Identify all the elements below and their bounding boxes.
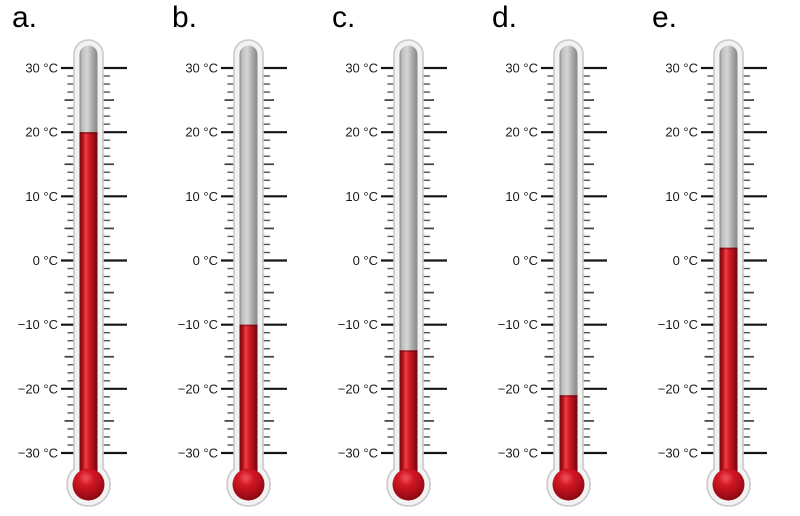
mercury-top-edge	[239, 324, 258, 327]
tick-marks	[701, 66, 767, 455]
mercury-column	[719, 247, 738, 481]
axis-label: −10 °C	[658, 317, 698, 332]
mercury-bulb	[552, 468, 585, 501]
thermometer-graphic: 30 °C 20 °C 10 °C 0 °C −10 °C −20 °C −30 °C	[498, 39, 607, 507]
mercury-bulb	[392, 468, 425, 501]
axis-label: −20 °C	[18, 381, 58, 396]
axis-label: 10 °C	[25, 189, 58, 204]
axis-label: −30 °C	[338, 446, 378, 461]
axis-label: 0 °C	[353, 253, 378, 268]
thermometer-letter-label: b.	[172, 1, 198, 34]
axis-label: 10 °C	[505, 189, 538, 204]
axis-labels: 30 °C 20 °C 10 °C 0 °C −10 °C −20 °C −30 °C	[18, 61, 58, 461]
thermometer-letter-label: a.	[12, 1, 38, 34]
thermometer-graphic: 30 °C 20 °C 10 °C 0 °C −10 °C −20 °C −30 °C	[18, 39, 127, 507]
axis-label: −10 °C	[18, 317, 58, 332]
axis-labels: 30 °C 20 °C 10 °C 0 °C −10 °C −20 °C −30 °C	[178, 61, 218, 461]
axis-label: −20 °C	[178, 381, 218, 396]
axis-label: 30 °C	[345, 61, 378, 76]
axis-labels: 30 °C 20 °C 10 °C 0 °C −10 °C −20 °C −30 °C	[498, 61, 538, 461]
axis-label: 10 °C	[185, 189, 218, 204]
axis-label: 20 °C	[25, 125, 58, 140]
axis-label: 10 °C	[345, 189, 378, 204]
mercury-top-edge	[79, 132, 98, 134]
mercury-column	[239, 324, 258, 481]
axis-label: 30 °C	[665, 61, 698, 76]
axis-label: 30 °C	[185, 61, 218, 76]
tube-bore	[559, 45, 578, 481]
axis-labels: 30 °C 20 °C 10 °C 0 °C −10 °C −20 °C −30 °C	[658, 61, 698, 461]
mercury-bulb	[72, 468, 105, 501]
mercury-top-edge	[719, 247, 738, 250]
axis-label: 0 °C	[193, 253, 218, 268]
thermometer-letter-label: c.	[332, 1, 356, 34]
axis-label: 20 °C	[665, 125, 698, 140]
thermometer-graphic: 30 °C 20 °C 10 °C 0 °C −10 °C −20 °C −30 °C	[338, 39, 447, 507]
axis-label: −10 °C	[338, 317, 378, 332]
axis-label: −20 °C	[658, 381, 698, 396]
axis-label: −20 °C	[498, 381, 538, 396]
axis-label: 10 °C	[665, 189, 698, 204]
axis-label: −20 °C	[338, 381, 378, 396]
axis-label: −30 °C	[658, 446, 698, 461]
axis-label: 30 °C	[25, 61, 58, 76]
thermometer-a: a. 30 °C 20 °C 10 °C 0 °C −10 °C −20 °C −30 °C	[0, 0, 160, 516]
axis-label: 0 °C	[673, 253, 698, 268]
mercury-bulb	[232, 468, 265, 501]
mercury-column	[79, 132, 98, 481]
thermometer-letter-label: e.	[652, 1, 678, 34]
thermometer-letter-label: d.	[492, 1, 518, 34]
mercury-top-edge	[559, 395, 578, 397]
axis-label: 0 °C	[33, 253, 58, 268]
axis-label: 20 °C	[505, 125, 538, 140]
axis-label: 20 °C	[185, 125, 218, 140]
mercury-bulb	[712, 468, 745, 501]
mercury-column	[399, 350, 418, 481]
thermometer-graphic: 30 °C 20 °C 10 °C 0 °C −10 °C −20 °C −30 °C	[178, 39, 287, 507]
axis-label: 30 °C	[505, 61, 538, 76]
thermometer-graphic: 30 °C 20 °C 10 °C 0 °C −10 °C −20 °C −30 °C	[658, 39, 767, 507]
axis-label: −30 °C	[178, 446, 218, 461]
thermometer-d: d. 30 °C 20 °C 10 °C 0 °C −10 °C −20 °C −30 °C	[480, 0, 640, 516]
thermometer-c: c. 30 °C 20 °C 10 °C 0 °C −10 °C −20 °C −30 °C	[320, 0, 480, 516]
axis-label: −10 °C	[498, 317, 538, 332]
axis-label: −30 °C	[498, 446, 538, 461]
thermometer-e: e. 30 °C 20 °C 10 °C 0 °C −10 °C −20 °C −30 °C	[640, 0, 800, 516]
axis-label: −30 °C	[18, 446, 58, 461]
axis-labels: 30 °C 20 °C 10 °C 0 °C −10 °C −20 °C −30 °C	[338, 61, 378, 461]
mercury-top-edge	[399, 350, 418, 352]
mercury-column	[559, 395, 578, 481]
thermometer-b: b. 30 °C 20 °C 10 °C 0 °C −10 °C −20 °C −30 °C	[160, 0, 320, 516]
axis-label: 0 °C	[513, 253, 538, 268]
axis-label: 20 °C	[345, 125, 378, 140]
axis-label: −10 °C	[178, 317, 218, 332]
